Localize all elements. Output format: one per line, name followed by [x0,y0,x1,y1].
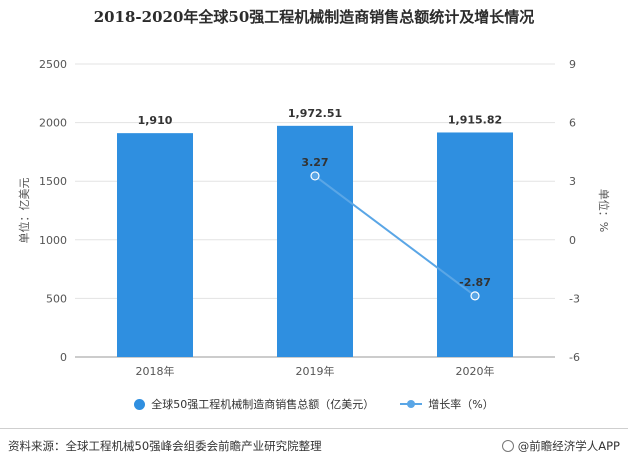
y2-tick-label: 3 [569,175,576,188]
footer: 资料来源：全球工程机械50强峰会组委会前瞻产业研究院整理 @前瞻经济学人APP [0,428,628,463]
y-tick-label: 2000 [39,117,67,130]
bar-value-label: 1,972.51 [288,107,342,120]
legend-line-swatch [400,400,423,408]
brand-logo-icon [501,440,514,452]
growth-point [310,171,320,181]
x-tick-label: 2020年 [456,364,495,378]
growth-value-label: 3.27 [301,156,328,169]
y2-tick-label: 9 [569,58,576,71]
bar [277,125,353,357]
brand-text: @前瞻经济学人APP [517,439,620,453]
x-tick-label: 2019年 [296,364,335,378]
y2-axis-label: 单位：% [597,189,611,232]
y2-tick-label: 6 [569,117,576,130]
y2-tick-label: 0 [569,234,576,247]
y-tick-label: 1000 [39,234,67,247]
source-note: 资料来源：全球工程机械50强峰会组委会前瞻产业研究院整理 [8,439,322,453]
bar [117,133,193,357]
brand-credit: @前瞻经济学人APP [501,438,620,454]
y-tick-label: 1500 [39,175,67,188]
y2-tick-label: -3 [569,292,580,305]
y-tick-label: 500 [46,292,67,305]
growth-line [314,175,476,297]
y2-tick-label: -6 [569,351,580,364]
chart-title: 2018-2020年全球50强工程机械制造商销售总额统计及增长情况 [93,8,535,26]
legend-label-sales: 全球50强工程机械制造商销售总额（亿美元） [151,398,375,411]
legend-bar-swatch [134,398,146,410]
growth-point [470,291,480,301]
y-tick-label: 0 [60,351,67,364]
bar-value-label: 1,915.82 [448,113,502,126]
y-axis-label: 单位：亿美元 [17,178,31,244]
x-tick-label: 2018年 [136,364,175,378]
combo-chart: 0 500 1000 1500 2000 2500 -6 -3 0 3 6 9 2018年 2019年 20… [17,58,611,378]
growth-value-label: -2.87 [459,276,491,289]
legend-label-growth: 增长率（%） [428,398,494,411]
bar [437,132,513,357]
legend-item-sales[interactable]: 全球50强工程机械制造商销售总额（亿美元） [134,396,374,412]
chart-legend: 全球50强工程机械制造商销售总额（亿美元） 增长率（%） [0,396,628,412]
bar-value-label: 1,910 [138,114,173,127]
y-tick-label: 2500 [39,58,67,71]
legend-item-growth[interactable]: 增长率（%） [400,396,494,412]
